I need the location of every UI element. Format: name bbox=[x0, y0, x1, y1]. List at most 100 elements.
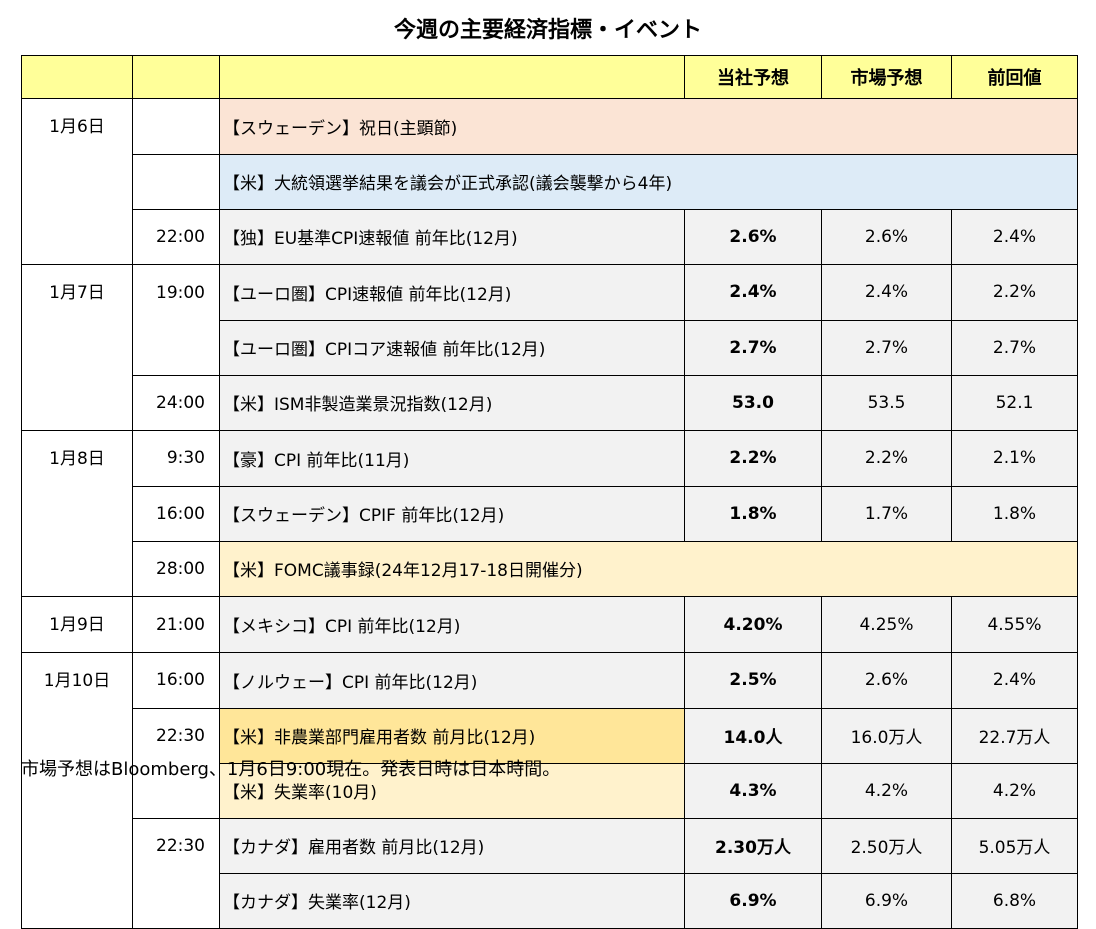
table-row: 1月7日 19:00 【ユーロ圏】CPI速報値 前年比(12月) 2.4% 2.… bbox=[21, 264, 1078, 321]
forecast-cell: 4.3% bbox=[684, 762, 822, 819]
table-row: 1月10日 16:00 【ノルウェー】CPI 前年比(12月) 2.5% 2.6… bbox=[21, 652, 1078, 709]
previous-cell: 2.2% bbox=[951, 264, 1078, 321]
date-cell: 1月8日 bbox=[21, 430, 133, 486]
event-cell: 【米】非農業部門雇用者数 前月比(12月) bbox=[219, 707, 685, 764]
header-row: 当社予想 市場予想 前回値 bbox=[21, 55, 1078, 99]
previous-cell: 2.7% bbox=[951, 319, 1078, 376]
market-cell: 2.4% bbox=[821, 264, 952, 321]
event-cell: 【カナダ】雇用者数 前月比(12月) bbox=[219, 817, 685, 874]
event-cell: 【ノルウェー】CPI 前年比(12月) bbox=[219, 652, 685, 709]
table-row: 1月9日 21:00 【メキシコ】CPI 前年比(12月) 4.20% 4.25… bbox=[21, 596, 1078, 653]
page-title: 今週の主要経済指標・イベント bbox=[393, 18, 702, 43]
table-row: 22:00 【独】EU基準CPI速報値 前年比(12月) 2.6% 2.6% 2… bbox=[21, 208, 1078, 265]
table-row: 22:30 【米】非農業部門雇用者数 前月比(12月) 14.0人 16.0万人… bbox=[21, 707, 1078, 764]
date-cell bbox=[21, 818, 133, 873]
time-cell: 16:00 bbox=[132, 485, 220, 542]
time-cell: 22:30 bbox=[132, 707, 220, 763]
market-cell: 16.0万人 bbox=[821, 707, 952, 764]
forecast-cell: 2.30万人 bbox=[684, 817, 822, 874]
date-cell bbox=[21, 708, 133, 763]
time-cell: 19:00 bbox=[132, 264, 220, 320]
market-cell: 1.7% bbox=[821, 485, 952, 542]
table-row: 16:00 【スウェーデン】CPIF 前年比(12月) 1.8% 1.7% 1.… bbox=[21, 485, 1078, 542]
event-cell: 【豪】CPI 前年比(11月) bbox=[219, 430, 685, 487]
date-cell bbox=[21, 320, 133, 375]
forecast-cell: 2.4% bbox=[684, 264, 822, 321]
header-time bbox=[132, 55, 220, 99]
previous-cell: 6.8% bbox=[951, 872, 1078, 929]
time-cell bbox=[132, 153, 220, 210]
table-row: 【カナダ】失業率(12月) 6.9% 6.9% 6.8% bbox=[21, 872, 1078, 929]
header-market: 市場予想 bbox=[821, 55, 952, 99]
previous-cell: 22.7万人 bbox=[951, 707, 1078, 764]
event-cell: 【カナダ】失業率(12月) bbox=[219, 872, 685, 929]
time-cell: 21:00 bbox=[132, 596, 220, 653]
date-cell bbox=[21, 154, 133, 209]
previous-cell: 4.2% bbox=[951, 762, 1078, 819]
date-cell: 1月10日 bbox=[21, 652, 133, 708]
forecast-cell: 2.6% bbox=[684, 208, 822, 265]
event-cell: 【米】大統領選挙結果を議会が正式承認(議会襲撃から4年) bbox=[219, 153, 1078, 210]
forecast-cell: 53.0 bbox=[684, 374, 822, 431]
previous-cell: 1.8% bbox=[951, 485, 1078, 542]
event-cell: 【ユーロ圏】CPIコア速報値 前年比(12月) bbox=[219, 319, 685, 376]
header-event bbox=[219, 55, 685, 99]
table-row: 【ユーロ圏】CPIコア速報値 前年比(12月) 2.7% 2.7% 2.7% bbox=[21, 319, 1078, 376]
forecast-cell: 4.20% bbox=[684, 596, 822, 653]
market-cell: 2.6% bbox=[821, 652, 952, 709]
previous-cell: 52.1 bbox=[951, 374, 1078, 431]
economic-calendar-table: 当社予想 市場予想 前回値 1月6日 【スウェーデン】祝日(主顕節) 【米】大統… bbox=[21, 55, 1078, 929]
date-cell bbox=[21, 375, 133, 431]
date-cell bbox=[21, 209, 133, 265]
header-previous: 前回値 bbox=[951, 55, 1078, 99]
time-cell bbox=[132, 98, 220, 154]
time-cell: 24:00 bbox=[132, 374, 220, 431]
table-row: 28:00 【米】FOMC議事録(24年12月17-18日開催分) bbox=[21, 540, 1078, 597]
market-cell: 2.50万人 bbox=[821, 817, 952, 874]
market-cell: 6.9% bbox=[821, 872, 952, 929]
market-cell: 2.7% bbox=[821, 319, 952, 376]
forecast-cell: 2.2% bbox=[684, 430, 822, 487]
event-cell: 【スウェーデン】祝日(主顕節) bbox=[219, 98, 1078, 155]
table-row: 1月8日 9:30 【豪】CPI 前年比(11月) 2.2% 2.2% 2.1% bbox=[21, 430, 1078, 487]
table-row: 1月6日 【スウェーデン】祝日(主顕節) bbox=[21, 98, 1078, 155]
time-cell: 9:30 bbox=[132, 430, 220, 487]
event-cell: 【独】EU基準CPI速報値 前年比(12月) bbox=[219, 208, 685, 265]
time-cell bbox=[132, 320, 220, 376]
event-cell: 【米】ISM非製造業景況指数(12月) bbox=[219, 374, 685, 431]
date-cell bbox=[21, 486, 133, 541]
date-cell: 1月9日 bbox=[21, 596, 133, 653]
forecast-cell: 2.5% bbox=[684, 652, 822, 709]
header-forecast: 当社予想 bbox=[684, 55, 822, 99]
date-cell bbox=[21, 541, 133, 597]
forecast-cell: 14.0人 bbox=[684, 707, 822, 764]
previous-cell: 2.4% bbox=[951, 208, 1078, 265]
table-row: 【米】大統領選挙結果を議会が正式承認(議会襲撃から4年) bbox=[21, 153, 1078, 210]
time-cell: 22:30 bbox=[132, 817, 220, 873]
market-cell: 2.2% bbox=[821, 430, 952, 487]
header-date bbox=[21, 55, 133, 99]
market-cell: 4.25% bbox=[821, 596, 952, 653]
event-cell: 【米】FOMC議事録(24年12月17-18日開催分) bbox=[219, 540, 1078, 597]
table-row: 22:30 【カナダ】雇用者数 前月比(12月) 2.30万人 2.50万人 5… bbox=[21, 817, 1078, 874]
forecast-cell: 2.7% bbox=[684, 319, 822, 376]
table-row: 24:00 【米】ISM非製造業景況指数(12月) 53.0 53.5 52.1 bbox=[21, 374, 1078, 431]
event-cell: 【メキシコ】CPI 前年比(12月) bbox=[219, 596, 685, 653]
forecast-cell: 6.9% bbox=[684, 872, 822, 929]
time-cell: 22:00 bbox=[132, 208, 220, 265]
previous-cell: 2.1% bbox=[951, 430, 1078, 487]
event-cell: 【ユーロ圏】CPI速報値 前年比(12月) bbox=[219, 264, 685, 321]
previous-cell: 5.05万人 bbox=[951, 817, 1078, 874]
previous-cell: 2.4% bbox=[951, 652, 1078, 709]
time-cell bbox=[132, 873, 220, 929]
market-cell: 2.6% bbox=[821, 208, 952, 265]
event-cell: 【スウェーデン】CPIF 前年比(12月) bbox=[219, 485, 685, 542]
market-cell: 53.5 bbox=[821, 374, 952, 431]
previous-cell: 4.55% bbox=[951, 596, 1078, 653]
date-cell: 1月7日 bbox=[21, 264, 133, 320]
forecast-cell: 1.8% bbox=[684, 485, 822, 542]
time-cell: 16:00 bbox=[132, 652, 220, 709]
market-cell: 4.2% bbox=[821, 762, 952, 819]
footnote: 市場予想はBloomberg、1月6日9:00現在。発表日時は日本時間。 bbox=[21, 759, 561, 780]
date-cell: 1月6日 bbox=[21, 98, 133, 154]
